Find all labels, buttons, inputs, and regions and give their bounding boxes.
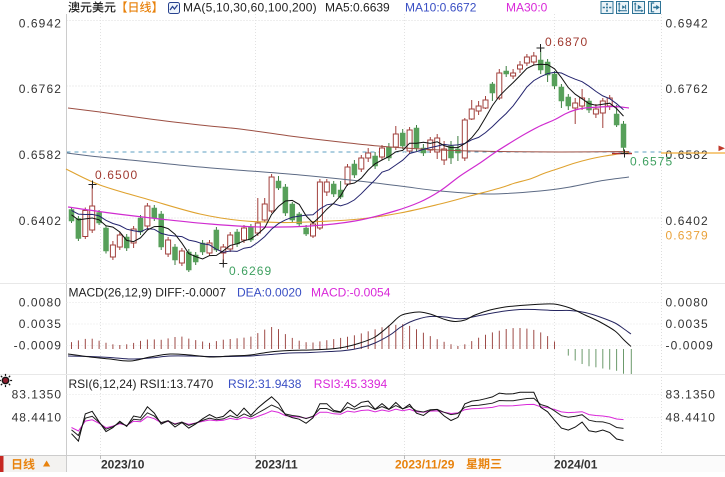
svg-text:0.6500: 0.6500 bbox=[95, 168, 138, 182]
svg-text:MA30:0: MA30:0 bbox=[506, 1, 548, 15]
svg-text:MA10:0.6672: MA10:0.6672 bbox=[405, 1, 477, 15]
svg-text:RSI3:45.3394: RSI3:45.3394 bbox=[314, 377, 388, 391]
svg-text:0.6942: 0.6942 bbox=[666, 17, 709, 31]
svg-text:48.4410: 48.4410 bbox=[12, 411, 62, 425]
svg-text:2023/11: 2023/11 bbox=[255, 458, 298, 472]
svg-text:-0.0009: -0.0009 bbox=[666, 339, 714, 353]
svg-text:0.6582: 0.6582 bbox=[666, 148, 709, 162]
svg-text:0.6582: 0.6582 bbox=[19, 148, 62, 162]
svg-text:48.4410: 48.4410 bbox=[666, 411, 716, 425]
svg-text:MACD(26,12,9) DIFF:-0.0007: MACD(26,12,9) DIFF:-0.0007 bbox=[69, 286, 227, 300]
svg-text:0.6575: 0.6575 bbox=[630, 155, 673, 169]
svg-text:2023/11/29: 2023/11/29 bbox=[395, 458, 455, 472]
svg-text:DEA:0.0020: DEA:0.0020 bbox=[237, 286, 302, 300]
svg-text:0.6402: 0.6402 bbox=[19, 214, 62, 228]
svg-text:2023/10: 2023/10 bbox=[101, 458, 145, 472]
svg-text:0.6379: 0.6379 bbox=[666, 229, 709, 243]
svg-text:0.6870: 0.6870 bbox=[545, 35, 588, 49]
svg-text:0.0080: 0.0080 bbox=[666, 296, 709, 310]
svg-text:-0.0009: -0.0009 bbox=[14, 339, 62, 353]
svg-text:MACD:-0.0054: MACD:-0.0054 bbox=[311, 286, 391, 300]
svg-text:83.1350: 83.1350 bbox=[666, 388, 716, 402]
svg-text:0.0035: 0.0035 bbox=[666, 317, 709, 331]
svg-text:MA5:0.6639: MA5:0.6639 bbox=[325, 1, 390, 15]
svg-text:0.0035: 0.0035 bbox=[19, 317, 62, 331]
svg-text:0.6762: 0.6762 bbox=[666, 82, 709, 96]
svg-text:MA(5,10,30,60,100,200): MA(5,10,30,60,100,200) bbox=[183, 1, 317, 15]
svg-text:RSI(6,12,24) RSI1:13.7470: RSI(6,12,24) RSI1:13.7470 bbox=[69, 377, 214, 391]
svg-text:0.6762: 0.6762 bbox=[19, 82, 62, 96]
svg-text:0.6942: 0.6942 bbox=[19, 17, 62, 31]
svg-text:0.6402: 0.6402 bbox=[666, 214, 709, 228]
svg-text:RSI2:31.9438: RSI2:31.9438 bbox=[228, 377, 302, 391]
svg-text:83.1350: 83.1350 bbox=[12, 388, 62, 402]
svg-text:2024/01: 2024/01 bbox=[554, 458, 598, 472]
svg-text:0.6269: 0.6269 bbox=[229, 264, 272, 278]
svg-text:0.0080: 0.0080 bbox=[19, 296, 62, 310]
